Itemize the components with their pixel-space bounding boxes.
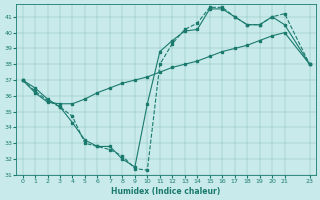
- X-axis label: Humidex (Indice chaleur): Humidex (Indice chaleur): [111, 187, 221, 196]
